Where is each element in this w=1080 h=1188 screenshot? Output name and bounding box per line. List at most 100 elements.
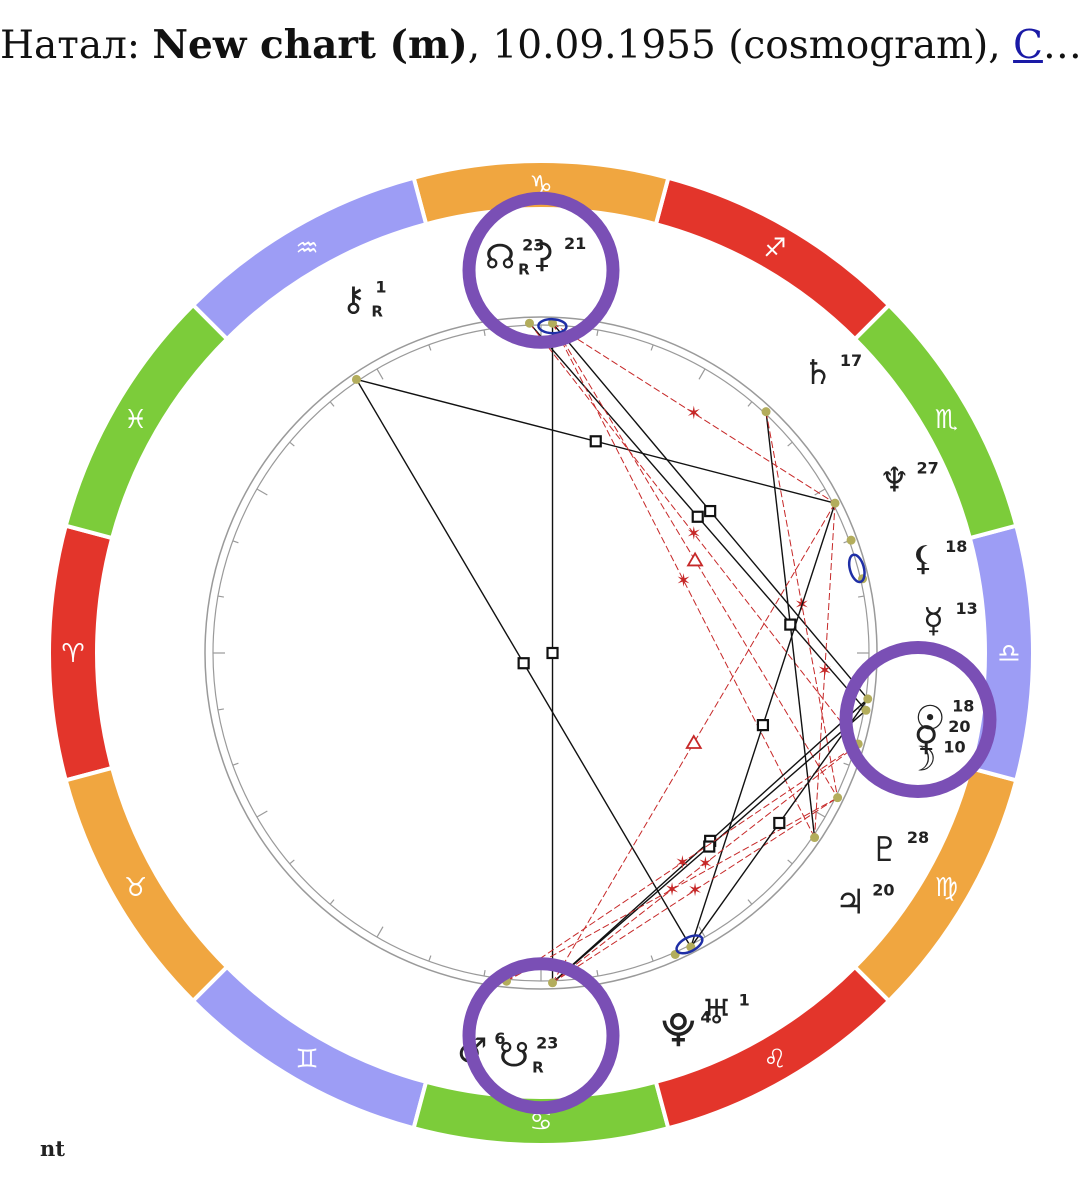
pluto-marker[interactable]: ♇ 28	[833, 793, 929, 870]
square-aspect-icon	[691, 510, 704, 523]
degree-tick	[483, 970, 486, 977]
saturn-marker[interactable]: ♄ 17	[761, 351, 863, 417]
saturn-position-dot	[761, 407, 771, 417]
north-node-position-dot	[524, 318, 534, 328]
chiron-degree: 1	[375, 278, 386, 297]
north-node-retrograde-flag: R	[518, 261, 530, 279]
sextile-aspect-icon: ✶	[686, 524, 701, 545]
chart-details: , 10.09.1955 (cosmogram),	[467, 23, 1014, 68]
square-aspect-icon	[517, 657, 530, 670]
aspect-line	[529, 322, 859, 745]
sun-position-dot	[863, 694, 873, 704]
chart-name: New chart (m)	[152, 22, 468, 68]
inner-circle	[204, 316, 878, 990]
ceres-marker[interactable]: ⚳ 21	[530, 234, 587, 328]
aspect-sextile-north-node-moon: ✶	[529, 322, 859, 745]
pluto-icon: ♇	[870, 830, 900, 870]
chart-link[interactable]: С	[1013, 23, 1043, 68]
degree-tick	[329, 401, 335, 407]
footer-note: nt	[40, 1136, 65, 1161]
sextile-aspect-icon: ✶	[817, 660, 832, 681]
square-aspect-icon	[704, 504, 717, 518]
aspect-sextile-ceres-jupiter: ✶	[552, 322, 816, 838]
uranus-conjunction-mark	[675, 934, 704, 955]
mercury-conjunction-mark	[847, 553, 866, 584]
uranus-degree: 1	[739, 990, 750, 1009]
sextile-aspect-icon: ✶	[686, 403, 701, 424]
lilith-icon: ⚸	[911, 539, 936, 579]
mercury-icon: ☿	[923, 601, 944, 641]
moon-marker[interactable]: ☽ 10	[853, 738, 966, 780]
degree-tick	[256, 810, 268, 818]
chiron-marker[interactable]: ⚷ 1 R	[341, 278, 387, 384]
degree-tick	[858, 595, 865, 598]
aspect-square-neptune-uranus	[690, 502, 836, 948]
gemini-glyph-icon: ♊︎	[295, 1044, 318, 1074]
aspect-line	[552, 797, 838, 984]
sextile-aspect-icon: ✶	[665, 879, 680, 900]
degree-tick	[843, 762, 850, 766]
sextile-aspect-icon: ✶	[675, 853, 690, 874]
neptune-marker[interactable]: ♆ 27	[830, 459, 939, 508]
aspect-square-ceres-sun	[551, 322, 869, 700]
trine-aspect-icon	[686, 551, 704, 567]
sun-marker[interactable]: ☉ 18	[863, 694, 974, 739]
mercury-marker[interactable]: ☿ 13	[858, 574, 978, 641]
degree-tick	[289, 859, 295, 865]
chiron-retrograde-flag: R	[371, 303, 383, 321]
venus-icon: ♀	[914, 719, 939, 759]
south-node-position-dot	[548, 978, 558, 988]
north-node-degree: 23	[522, 236, 544, 255]
degree-tick	[217, 708, 224, 711]
south-node-marker[interactable]: ☋ 23 R	[499, 978, 558, 1076]
chiron-position-dot	[351, 374, 361, 384]
degree-tick	[376, 926, 384, 938]
sextile-aspect-icon: ✶	[676, 570, 691, 591]
ceres-conjunction-mark	[537, 317, 568, 335]
degree-tick	[650, 344, 654, 351]
pisces-glyph-icon: ♓︎	[124, 405, 147, 435]
zodiac-ring: ♈︎♉︎♊︎♋︎♌︎♍︎♎︎♏︎♐︎♑︎♒︎♓︎	[47, 158, 1036, 1148]
degree-tick	[698, 368, 706, 380]
aspect-trine-ceres-pluto	[552, 322, 839, 798]
neptune-position-dot	[830, 498, 840, 508]
lilith-degree: 18	[945, 537, 967, 556]
jupiter-icon: ♃	[835, 882, 865, 922]
sextile-aspect-icon: ✶	[698, 853, 713, 874]
outer-degree-circle	[204, 316, 878, 990]
moon-degree: 10	[943, 738, 965, 757]
south-node-degree: 23	[536, 1033, 558, 1052]
planet-markers: ☊ 23R ⚳ 21⚷ 1R♄ 17♆ 27⚸ 18☿ 13☉ 18♀ 20☽ 10♇ 28♃ 20♅ 1⯓…	[341, 234, 978, 1076]
degree-tick	[814, 488, 826, 496]
aspect-square-saturn-jupiter	[765, 411, 816, 838]
ceres-degree: 21	[564, 234, 586, 253]
north-node-marker[interactable]: ☊ 23 R	[485, 236, 544, 328]
square-aspect-icon	[589, 435, 602, 448]
venus-marker[interactable]: ♀ 20	[861, 705, 971, 759]
sextile-aspect-icon: ✶	[688, 880, 703, 901]
degree-tick	[596, 329, 599, 336]
proserpina-icon: ⯓	[662, 1009, 695, 1049]
degree-tick	[483, 329, 486, 336]
aspect-line	[814, 503, 836, 838]
lilith-position-dot	[846, 535, 856, 545]
degree-tick	[747, 401, 753, 407]
degree-tick	[376, 368, 384, 380]
aries-glyph-icon: ♈︎	[61, 639, 84, 669]
degree-tick	[232, 762, 239, 766]
aspect-sextile-neptune-jupiter: ✶	[814, 503, 836, 838]
degree-tick	[256, 488, 268, 496]
aspect-square-south-node-venus	[552, 709, 867, 984]
aspect-sextile-south-node-pluto: ✶	[552, 797, 838, 984]
ceres-icon: ⚳	[530, 236, 555, 276]
lilith-marker[interactable]: ⚸ 18	[846, 535, 968, 580]
jupiter-marker[interactable]: ♃ 20	[810, 833, 894, 922]
proserpina-degree: 4	[700, 1007, 711, 1026]
aspect-line	[552, 322, 836, 504]
degree-tick	[596, 970, 599, 977]
north-node-highlight	[462, 191, 620, 349]
uranus-marker[interactable]: ♅ 1	[686, 942, 750, 1033]
aspect-line	[552, 322, 816, 838]
aspect-line	[506, 743, 859, 982]
